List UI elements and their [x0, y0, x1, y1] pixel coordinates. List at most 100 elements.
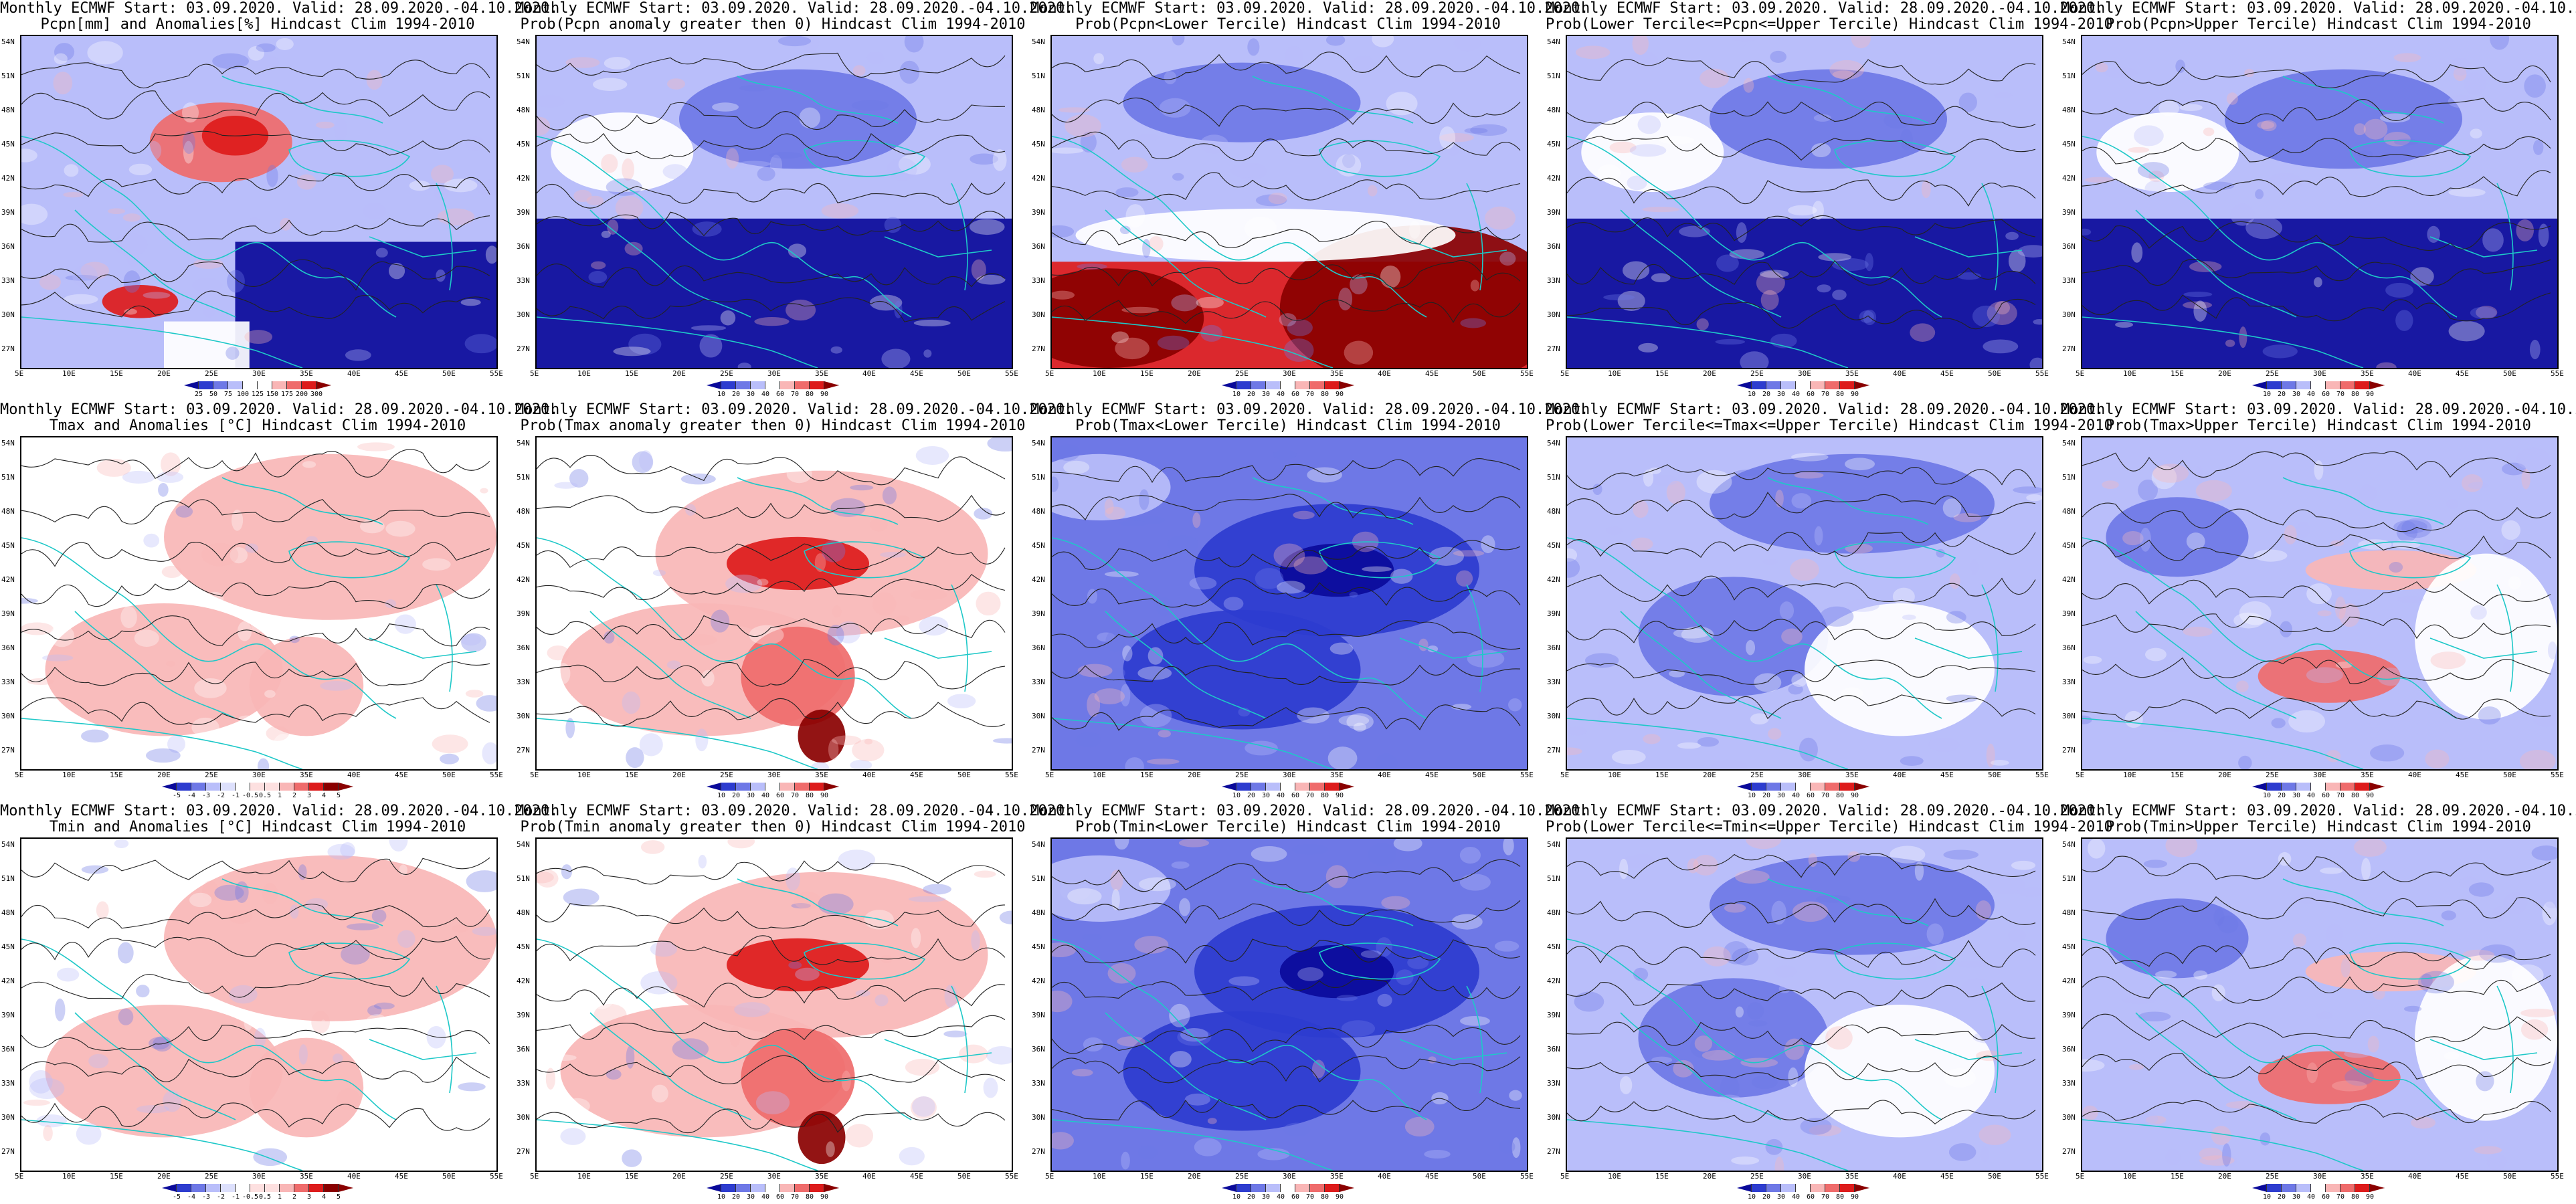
latitude-label: 42N: [517, 575, 530, 584]
longitude-label: 30E: [252, 1172, 266, 1181]
colorbar-segment: [2267, 783, 2282, 791]
colorbar-tick-label: 5: [336, 1193, 341, 1201]
longitude-label: 50E: [1988, 369, 2001, 378]
longitude-label: 50E: [2503, 1172, 2516, 1181]
longitude-label: 35E: [300, 771, 313, 779]
latitude-label: 54N: [517, 37, 530, 46]
latitude-label: 30N: [2062, 712, 2076, 720]
colorbar-tick-label: 2: [292, 792, 297, 799]
latitude-label: 45N: [1032, 942, 1045, 951]
latitude-label: 54N: [1547, 37, 1560, 46]
longitude-label: 40E: [1893, 771, 1906, 779]
longitude-label: 40E: [347, 369, 361, 378]
colorbar-tick-label: 80: [1835, 792, 1845, 799]
longitude-label: 25E: [2266, 1172, 2279, 1181]
longitude-label: 20E: [2218, 369, 2231, 378]
colorbar-tick-label: 90: [2365, 391, 2375, 398]
latitude-label: 27N: [2062, 1147, 2076, 1156]
colorbar-tick-label: 70: [2336, 391, 2345, 398]
latitude-label: 51N: [2062, 72, 2076, 80]
colorbar-segment: [184, 381, 199, 389]
latitude-label: 27N: [1, 1147, 15, 1156]
colorbar-segment: [721, 381, 736, 389]
colorbar: 10 20 30 40 60 70 80 90: [707, 381, 839, 398]
panel-title-line1: Monthly ECMWF Start: 03.09.2020. Valid: …: [1546, 0, 2104, 17]
colorbar-tick-label: 20: [731, 391, 741, 398]
colorbar-tick-label: 30: [2292, 1193, 2301, 1201]
colorbar-tick-label: 40: [1276, 391, 1285, 398]
colorbar-tick-label: -2: [216, 1193, 225, 1201]
forecast-map: [2081, 35, 2559, 369]
colorbar-tick-label: 20: [1247, 391, 1256, 398]
colorbar-segment: [824, 1184, 839, 1192]
colorbar-segment: [1855, 381, 1869, 389]
colorbar-tick-label: 2: [292, 1193, 297, 1201]
colorbar-tick-label: 80: [1835, 1193, 1845, 1201]
longitude-label: 50E: [2503, 771, 2516, 779]
latitude-label: 36N: [517, 1045, 530, 1054]
colorbar-segment: [228, 381, 243, 389]
latitude-label: 48N: [1032, 106, 1045, 114]
latitude-label: 30N: [517, 712, 530, 720]
colorbar-tick-label: -0.5: [242, 1193, 259, 1201]
colorbar-segment: [272, 381, 287, 389]
colorbar-segment: [1340, 783, 1354, 791]
panel-title-line1: Monthly ECMWF Start: 03.09.2020. Valid: …: [1030, 401, 1589, 418]
forecast-map: [1566, 837, 2043, 1172]
colorbar-segment: [236, 1184, 250, 1192]
colorbar-segment: [1251, 1184, 1266, 1192]
colorbar-segment: [765, 381, 780, 389]
latitude-label: 42N: [1, 977, 15, 985]
latitude-label: 27N: [1547, 344, 1560, 353]
longitude-label: 25E: [205, 369, 218, 378]
longitude-label: 45E: [2456, 1172, 2469, 1181]
longitude-label: 10E: [62, 771, 76, 779]
colorbar-segment: [707, 381, 721, 389]
latitude-label: 36N: [1, 643, 15, 652]
longitude-label: 45E: [1940, 771, 1954, 779]
colorbar-segment: [206, 1184, 221, 1192]
latitude-label: 39N: [2062, 609, 2076, 618]
panel-title-line1: Monthly ECMWF Start: 03.09.2020. Valid: …: [2061, 803, 2576, 819]
longitude-label: 30E: [1283, 369, 1296, 378]
latitude-label: 36N: [1, 242, 15, 251]
longitude-label: 45E: [910, 1172, 923, 1181]
colorbar-tick-label: 70: [1305, 1193, 1315, 1201]
colorbar-segment: [324, 783, 339, 791]
colorbar-tick-label: 10: [1232, 1193, 1241, 1201]
colorbar-tick-label: 60: [1291, 391, 1300, 398]
latitude-label: 48N: [517, 106, 530, 114]
colorbar-segment: [1281, 1184, 1295, 1192]
colorbar-tick-label: 80: [1320, 1193, 1329, 1201]
colorbar-tick-label: 20: [731, 792, 741, 799]
colorbar-tick-label: 70: [1305, 792, 1315, 799]
colorbar-tick-label: 20: [1762, 391, 1771, 398]
colorbar-tick-label: 30: [746, 792, 755, 799]
latitude-label: 54N: [1, 37, 15, 46]
colorbar-tick-label: -0.5: [242, 792, 259, 799]
colorbar-tick-label: 3: [306, 792, 312, 799]
longitude-label: 50E: [957, 369, 971, 378]
latitude-label: 48N: [517, 908, 530, 917]
latitude-label: 45N: [1, 541, 15, 550]
colorbar-segment: [751, 381, 765, 389]
longitude-label: 20E: [2218, 1172, 2231, 1181]
colorbar-segment: [1236, 783, 1251, 791]
colorbar-tick-label: 175: [280, 391, 294, 398]
colorbar-segment: [810, 783, 824, 791]
forecast-map: [2081, 837, 2559, 1172]
colorbar-segment: [2311, 783, 2326, 791]
colorbar-segment: [1855, 783, 1869, 791]
latitude-label: 42N: [1032, 174, 1045, 183]
latitude-label: 27N: [1032, 1147, 1045, 1156]
longitude-label: 40E: [347, 1172, 361, 1181]
latitude-label: 48N: [2062, 106, 2076, 114]
longitude-label: 35E: [2361, 771, 2374, 779]
longitude-label: 30E: [1798, 771, 1811, 779]
latitude-label: 30N: [517, 310, 530, 319]
longitude-label: 40E: [1378, 1172, 1391, 1181]
colorbar-tick-label: 90: [1850, 1193, 1859, 1201]
colorbar-tick-label: 70: [1821, 792, 1830, 799]
map-panel: Monthly ECMWF Start: 03.09.2020. Valid: …: [0, 803, 558, 1204]
colorbar-segment: [162, 783, 177, 791]
